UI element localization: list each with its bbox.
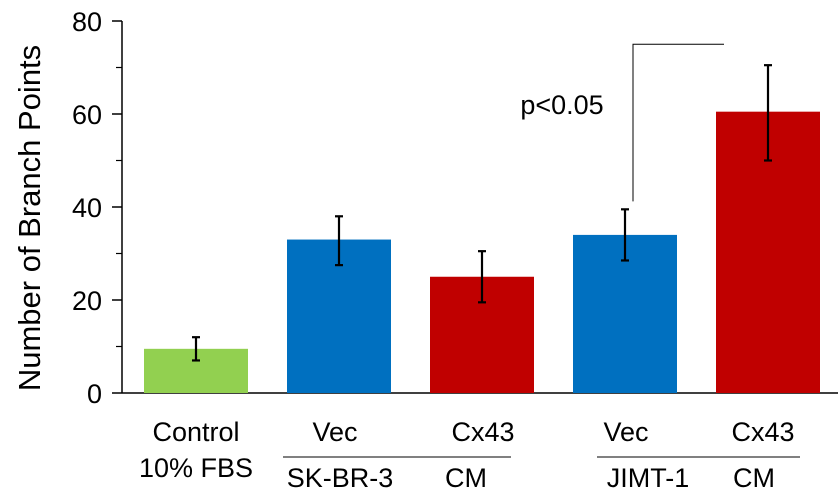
x-tick-label: Control [152,417,239,447]
y-tick-label: 20 [72,286,102,316]
error-bars [192,64,772,362]
group-label: JIMT-1 [607,463,690,493]
group-label: SK-BR-3 [287,463,394,493]
y-tick-label: 60 [72,100,102,130]
significance-bracket [632,43,724,202]
group-suffix-label: CM [445,463,487,493]
group-labels: SK-BR-3 CM JIMT-1 CM [283,456,800,493]
y-tick-label: 0 [87,379,102,409]
group-suffix-label: CM [733,463,775,493]
x-tick-labels: Control 10% FBS Vec Cx43 Vec Cx43 [139,417,795,483]
x-tick-label: Vec [603,417,648,447]
y-tick-label: 40 [72,193,102,223]
y-ticks: 0 20 40 60 80 [72,7,122,409]
significance-annotation: p<0.05 [520,43,724,202]
bars [144,111,820,394]
x-tick-label: Vec [312,417,357,447]
x-tick-label: Cx43 [731,417,794,447]
y-axis-label: Number of Branch Points [12,45,47,391]
x-tick-label: Cx43 [451,417,514,447]
y-tick-label: 80 [72,7,102,37]
x-tick-label-line2: 10% FBS [139,453,253,483]
p-value-label: p<0.05 [520,90,603,120]
